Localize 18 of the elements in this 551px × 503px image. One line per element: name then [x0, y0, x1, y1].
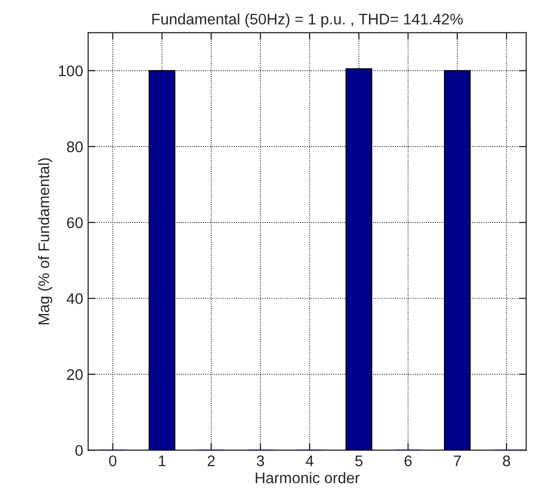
x-tick-label: 5: [355, 456, 362, 466]
x-tick-label: 1: [158, 456, 166, 466]
x-tick-label: 7: [454, 456, 461, 466]
x-axis-title: Harmonic order: [256, 472, 360, 484]
y-tick-label: 0: [75, 445, 83, 456]
x-tick-label: 4: [306, 456, 314, 466]
y-axis-title: Mag (% of Fundamental): [38, 158, 52, 324]
y-tick-label: 80: [66, 141, 83, 152]
x-tick-label: 0: [109, 455, 116, 466]
x-tick-label: 6: [404, 455, 412, 466]
y-tick-label: 40: [66, 293, 83, 304]
y-tick-label: 20: [67, 369, 83, 380]
y-tick-label: 60: [67, 217, 83, 228]
x-tick-label: 2: [208, 455, 215, 466]
x-tick-label: 3: [256, 455, 264, 466]
y-tick-label: 100: [58, 66, 83, 76]
chart-title: Fundamental (50Hz) = 1 p.u. , THD= 141.42%: [152, 13, 463, 28]
x-tick-label: 8: [502, 455, 510, 466]
